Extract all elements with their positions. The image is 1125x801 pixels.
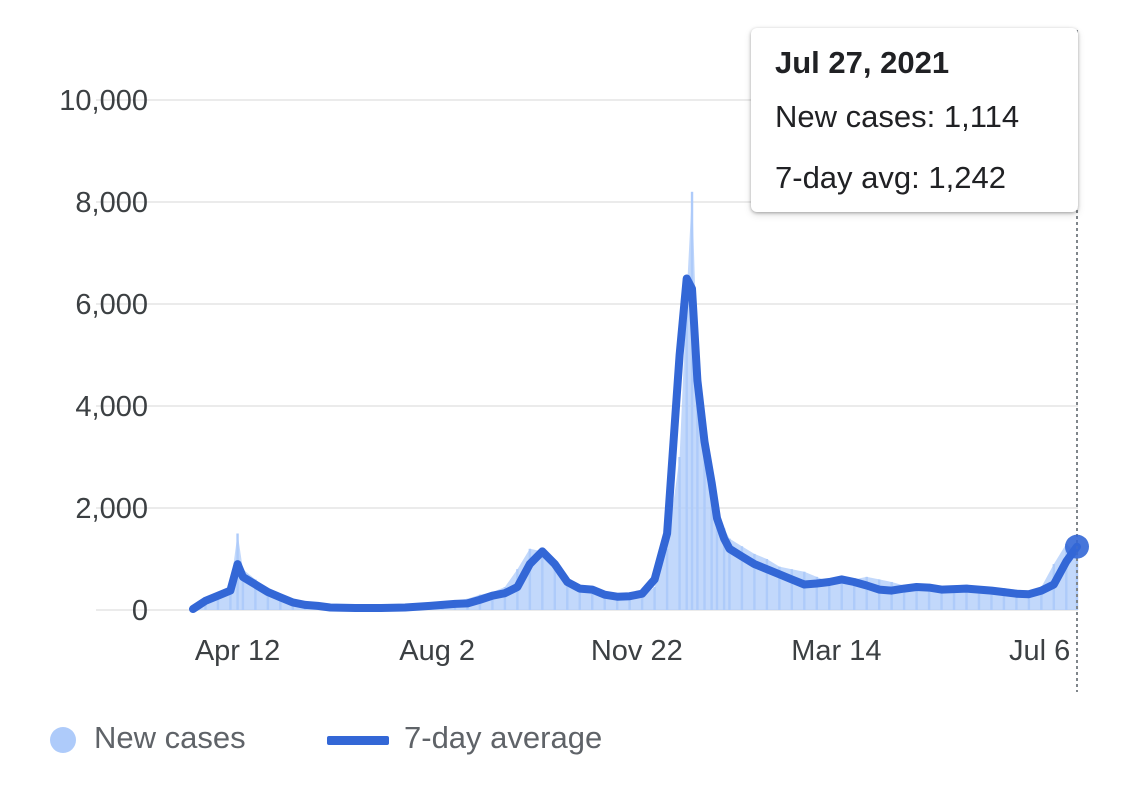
new-cases-bar: [778, 566, 781, 610]
new-cases-bar: [753, 553, 756, 610]
y-tick-label: 10,000: [59, 85, 148, 117]
new-cases-bar: [728, 538, 731, 610]
hover-tooltip: Jul 27, 2021 New cases: 1,114 7-day avg:…: [751, 28, 1078, 212]
tooltip-seven-day-avg: 7-day avg: 1,242: [775, 160, 1006, 195]
new-cases-bar: [703, 431, 706, 610]
new-cases-bar: [877, 579, 881, 610]
new-cases-bar: [1065, 543, 1068, 610]
new-cases-bar: [990, 588, 993, 610]
new-cases-bar: [952, 585, 956, 610]
new-cases-bar: [722, 528, 726, 610]
new-cases-bar: [927, 589, 931, 610]
new-cases-bar: [254, 579, 257, 610]
new-cases-bar: [740, 546, 744, 610]
new-cases-bar: [902, 585, 906, 610]
tooltip-date: Jul 27, 2021: [775, 45, 950, 80]
new-cases-bar: [528, 548, 532, 610]
new-cases-bar: [541, 551, 544, 610]
new-cases-bar: [229, 587, 232, 610]
new-cases-bar: [977, 587, 981, 610]
new-cases-bar: [915, 588, 918, 610]
new-cases-bar: [204, 602, 207, 610]
new-cases-bar: [1027, 590, 1031, 610]
x-tick-label: Jul 6: [1009, 635, 1070, 667]
tooltip-new-cases: New cases: 1,114: [775, 99, 1020, 134]
new-cases-bar: [828, 581, 831, 610]
new-cases-bar: [765, 559, 769, 610]
new-cases-bar: [840, 583, 843, 610]
y-tick-label: 6,000: [75, 289, 148, 321]
new-cases-bar: [696, 355, 699, 610]
x-tick-label: Apr 12: [195, 635, 280, 667]
new-cases-legend-swatch: [50, 727, 76, 753]
new-cases-bar: [603, 593, 606, 610]
new-cases-bar: [491, 592, 494, 610]
new-cases-area: [193, 191, 1077, 611]
x-tick-label: Aug 2: [399, 635, 475, 667]
x-tick-label: Mar 14: [791, 635, 881, 667]
new-cases-bar: [940, 587, 943, 610]
y-tick-label: 0: [132, 595, 148, 627]
hover-point: [1065, 534, 1089, 559]
x-axis: Apr 12 Aug 2 Nov 22 Mar 14 Jul 6: [195, 635, 1070, 667]
new-cases-bar: [216, 594, 220, 610]
new-cases-bar: [1040, 587, 1043, 610]
legend: New cases 7-day average: [0, 716, 1125, 764]
y-tick-label: 2,000: [75, 493, 148, 525]
new-cases-bar: [628, 594, 631, 610]
seven-day-average-line: [189, 274, 1081, 613]
new-cases-bar: [653, 587, 656, 610]
y-tick-label: 8,000: [75, 187, 148, 219]
new-cases-bar: [690, 191, 694, 611]
new-cases-bar: [553, 564, 556, 610]
new-cases-bar: [803, 571, 806, 610]
legend-seven-day-average: 7-day average: [404, 720, 603, 755]
new-cases-bar: [591, 590, 594, 610]
new-cases-bar: [715, 508, 719, 610]
new-cases-bar: [279, 594, 282, 610]
new-cases-bars: [191, 191, 1079, 611]
legend-new-cases: New cases: [94, 720, 246, 755]
new-cases-bar: [678, 457, 681, 610]
new-cases-bar: [578, 587, 581, 610]
new-cases-bar: [815, 576, 818, 610]
new-cases-bar: [640, 596, 644, 610]
seven-day-average-legend-swatch: [327, 736, 389, 745]
new-cases-bar: [965, 584, 968, 610]
new-cases-bar: [665, 548, 669, 610]
new-cases-bar: [1015, 589, 1018, 610]
new-cases-bar: [685, 293, 688, 610]
new-cases-bar: [853, 579, 856, 610]
new-cases-bar: [710, 477, 713, 610]
y-tick-label: 4,000: [75, 391, 148, 423]
y-axis: 0 2,000 4,000 6,000 8,000 10,000: [59, 85, 148, 627]
new-cases-bar: [615, 595, 619, 610]
new-cases-bar: [503, 587, 507, 610]
x-tick-label: Nov 22: [591, 635, 683, 667]
new-cases-bar: [790, 569, 794, 610]
new-cases-bar: [890, 581, 893, 610]
new-cases-bar: [241, 569, 245, 610]
new-cases-bar: [865, 576, 868, 610]
new-cases-bar: [1075, 553, 1079, 610]
new-cases-bar: [1002, 588, 1006, 610]
new-cases-bar: [566, 579, 569, 610]
new-cases-bar: [266, 589, 270, 610]
